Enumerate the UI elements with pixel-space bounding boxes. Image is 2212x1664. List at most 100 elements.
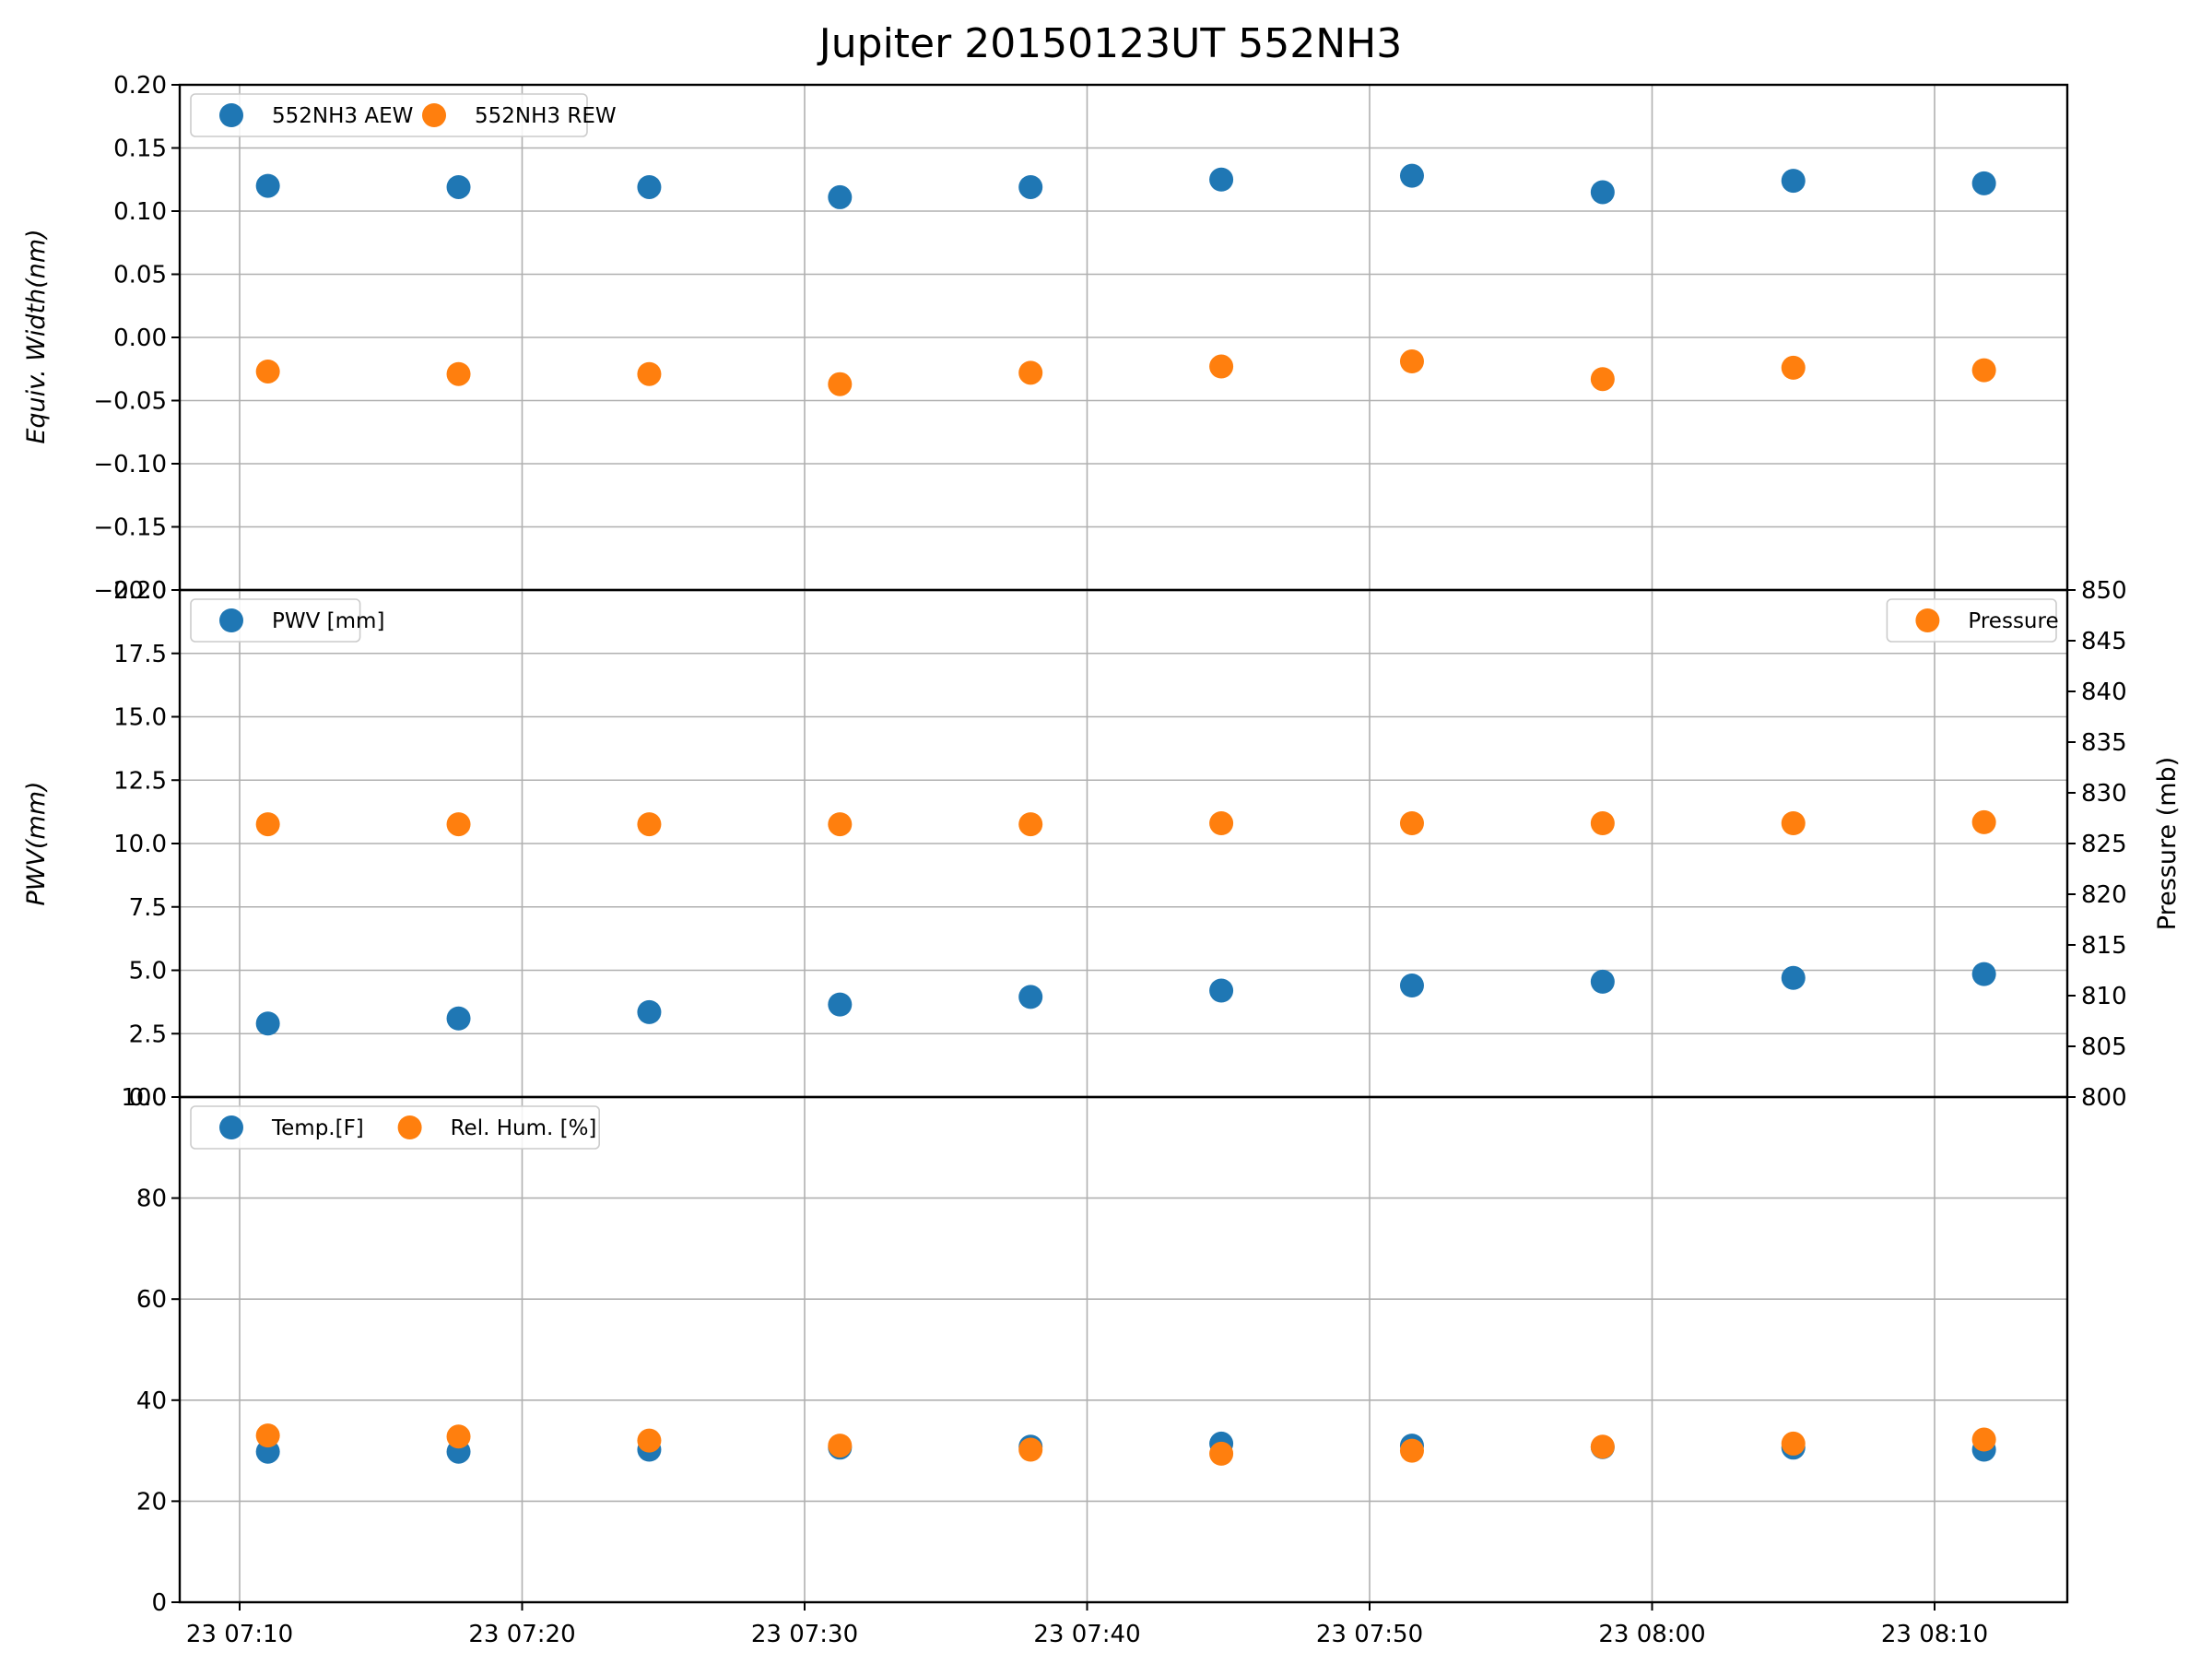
- data-point-rel-hum: [1781, 1431, 1806, 1456]
- data-point-rel-hum: [828, 1434, 853, 1458]
- legend: [190, 1105, 601, 1150]
- data-point-552nh3-rew: [1018, 360, 1043, 385]
- data-point-pwv-mm: [1018, 985, 1043, 1009]
- y-axis-label: Equiv. Width(nm): [22, 229, 51, 443]
- data-point-rel-hum: [1399, 1438, 1424, 1463]
- data-point-552nh3-rew: [1209, 354, 1234, 379]
- data-point-rel-hum: [1209, 1441, 1234, 1466]
- legend-marker: [422, 103, 446, 127]
- legend-marker: [397, 1115, 422, 1139]
- data-point-pwv-mm: [828, 992, 853, 1017]
- legend-label: Rel. Hum. [%]: [451, 1116, 597, 1140]
- y-tick-label: −0.15: [93, 514, 167, 542]
- data-point-pwv-mm: [1971, 962, 1996, 986]
- data-point-pwv-mm: [255, 1011, 280, 1036]
- data-point-pwv-mm: [1781, 965, 1806, 990]
- legend-marker: [1915, 608, 1940, 632]
- data-point-pressure: [1781, 811, 1806, 835]
- x-tick-label: 23 07:50: [1316, 1621, 1423, 1648]
- legend-label: PWV [mm]: [272, 609, 384, 633]
- y-tick-label: −0.10: [93, 451, 167, 478]
- data-point-pressure: [637, 812, 662, 837]
- chart-title: Jupiter 20150123UT 552NH3: [817, 20, 1402, 67]
- y-right-tick-label: 805: [2081, 1033, 2127, 1061]
- legend-label: Temp.[F]: [271, 1116, 364, 1140]
- data-point-rel-hum: [1971, 1427, 1996, 1452]
- data-point-pwv-mm: [1209, 978, 1234, 1003]
- data-point-pressure: [1399, 811, 1424, 835]
- data-point-rel-hum: [1018, 1437, 1043, 1462]
- y-tick-label: −0.05: [93, 388, 167, 416]
- data-point-rel-hum: [637, 1428, 662, 1453]
- data-point-552nh3-rew: [1590, 367, 1615, 392]
- data-point-pwv-mm: [1399, 974, 1424, 997]
- data-point-pressure: [1209, 811, 1234, 835]
- data-point-552nh3-rew: [1781, 355, 1806, 380]
- y-tick-label: 2.5: [129, 1021, 167, 1048]
- data-point-552nh3-aew: [446, 174, 471, 199]
- data-point-pressure: [1971, 809, 1996, 834]
- y-tick-label: 100: [121, 1084, 167, 1112]
- y-tick-label: 15.0: [113, 704, 167, 732]
- y-right-tick-label: 845: [2081, 628, 2127, 655]
- data-point-pwv-mm: [446, 1006, 471, 1031]
- data-point-rel-hum: [1590, 1434, 1615, 1459]
- y-tick-label: 0.20: [113, 72, 167, 100]
- data-point-pwv-mm: [1590, 969, 1615, 994]
- x-tick-label: 23 08:10: [1881, 1621, 1988, 1648]
- y-tick-label: 0.10: [113, 198, 167, 226]
- y-right-axis-label: Pressure (mb): [2153, 757, 2182, 930]
- data-point-552nh3-aew: [637, 174, 662, 199]
- y-tick-label: 0.00: [113, 325, 167, 352]
- data-point-552nh3-aew: [828, 184, 853, 209]
- y-right-tick-label: 800: [2081, 1084, 2127, 1112]
- data-point-552nh3-aew: [1781, 169, 1806, 194]
- y-right-tick-label: 820: [2081, 881, 2127, 909]
- data-point-pwv-mm: [637, 999, 662, 1024]
- data-point-552nh3-rew: [446, 361, 471, 386]
- data-point-pressure: [1018, 812, 1043, 837]
- y-tick-label: 5.0: [129, 958, 167, 985]
- y-tick-label: 17.5: [113, 641, 167, 668]
- data-point-552nh3-aew: [255, 173, 280, 198]
- y-tick-label: 80: [136, 1186, 167, 1213]
- legend-label: Pressure: [1968, 609, 2058, 633]
- data-point-552nh3-rew: [828, 372, 853, 396]
- x-tick-label: 23 07:20: [468, 1621, 575, 1648]
- y-tick-label: 0.05: [113, 262, 167, 289]
- data-point-552nh3-aew: [1209, 167, 1234, 192]
- x-tick-label: 23 07:40: [1033, 1621, 1140, 1648]
- y-axis-label: PWV(mm): [22, 781, 51, 905]
- legend-marker: [219, 608, 243, 632]
- data-point-552nh3-aew: [1399, 163, 1424, 188]
- legend-marker: [219, 103, 243, 127]
- data-point-rel-hum: [255, 1423, 280, 1448]
- data-point-552nh3-rew: [1971, 358, 1996, 383]
- data-point-pressure: [446, 812, 471, 837]
- data-point-552nh3-rew: [637, 361, 662, 386]
- y-tick-label: 0.0: [129, 1084, 167, 1112]
- x-tick-label: 23 07:10: [186, 1621, 293, 1648]
- y-tick-label: 20.0: [113, 577, 167, 605]
- legend-label: 552NH3 REW: [475, 104, 617, 128]
- y-tick-label: 60: [136, 1286, 167, 1314]
- axes-frame: [178, 1095, 2069, 1604]
- y-tick-label: 40: [136, 1387, 167, 1415]
- y-right-tick-label: 815: [2081, 932, 2127, 960]
- y-right-tick-label: 830: [2081, 780, 2127, 808]
- data-point-552nh3-aew: [1590, 180, 1615, 205]
- data-point-552nh3-aew: [1018, 174, 1043, 199]
- x-tick-label: 23 07:30: [751, 1621, 858, 1648]
- data-point-pressure: [828, 812, 853, 837]
- data-point-552nh3-rew: [1399, 349, 1424, 374]
- y-right-tick-label: 840: [2081, 679, 2127, 706]
- y-tick-label: 12.5: [113, 767, 167, 795]
- y-tick-label: 0.15: [113, 136, 167, 163]
- legend-marker: [219, 1115, 243, 1139]
- data-point-pressure: [1590, 811, 1615, 835]
- legend: [190, 93, 588, 137]
- legend-label: 552NH3 AEW: [272, 104, 413, 128]
- y-right-tick-label: 850: [2081, 577, 2127, 605]
